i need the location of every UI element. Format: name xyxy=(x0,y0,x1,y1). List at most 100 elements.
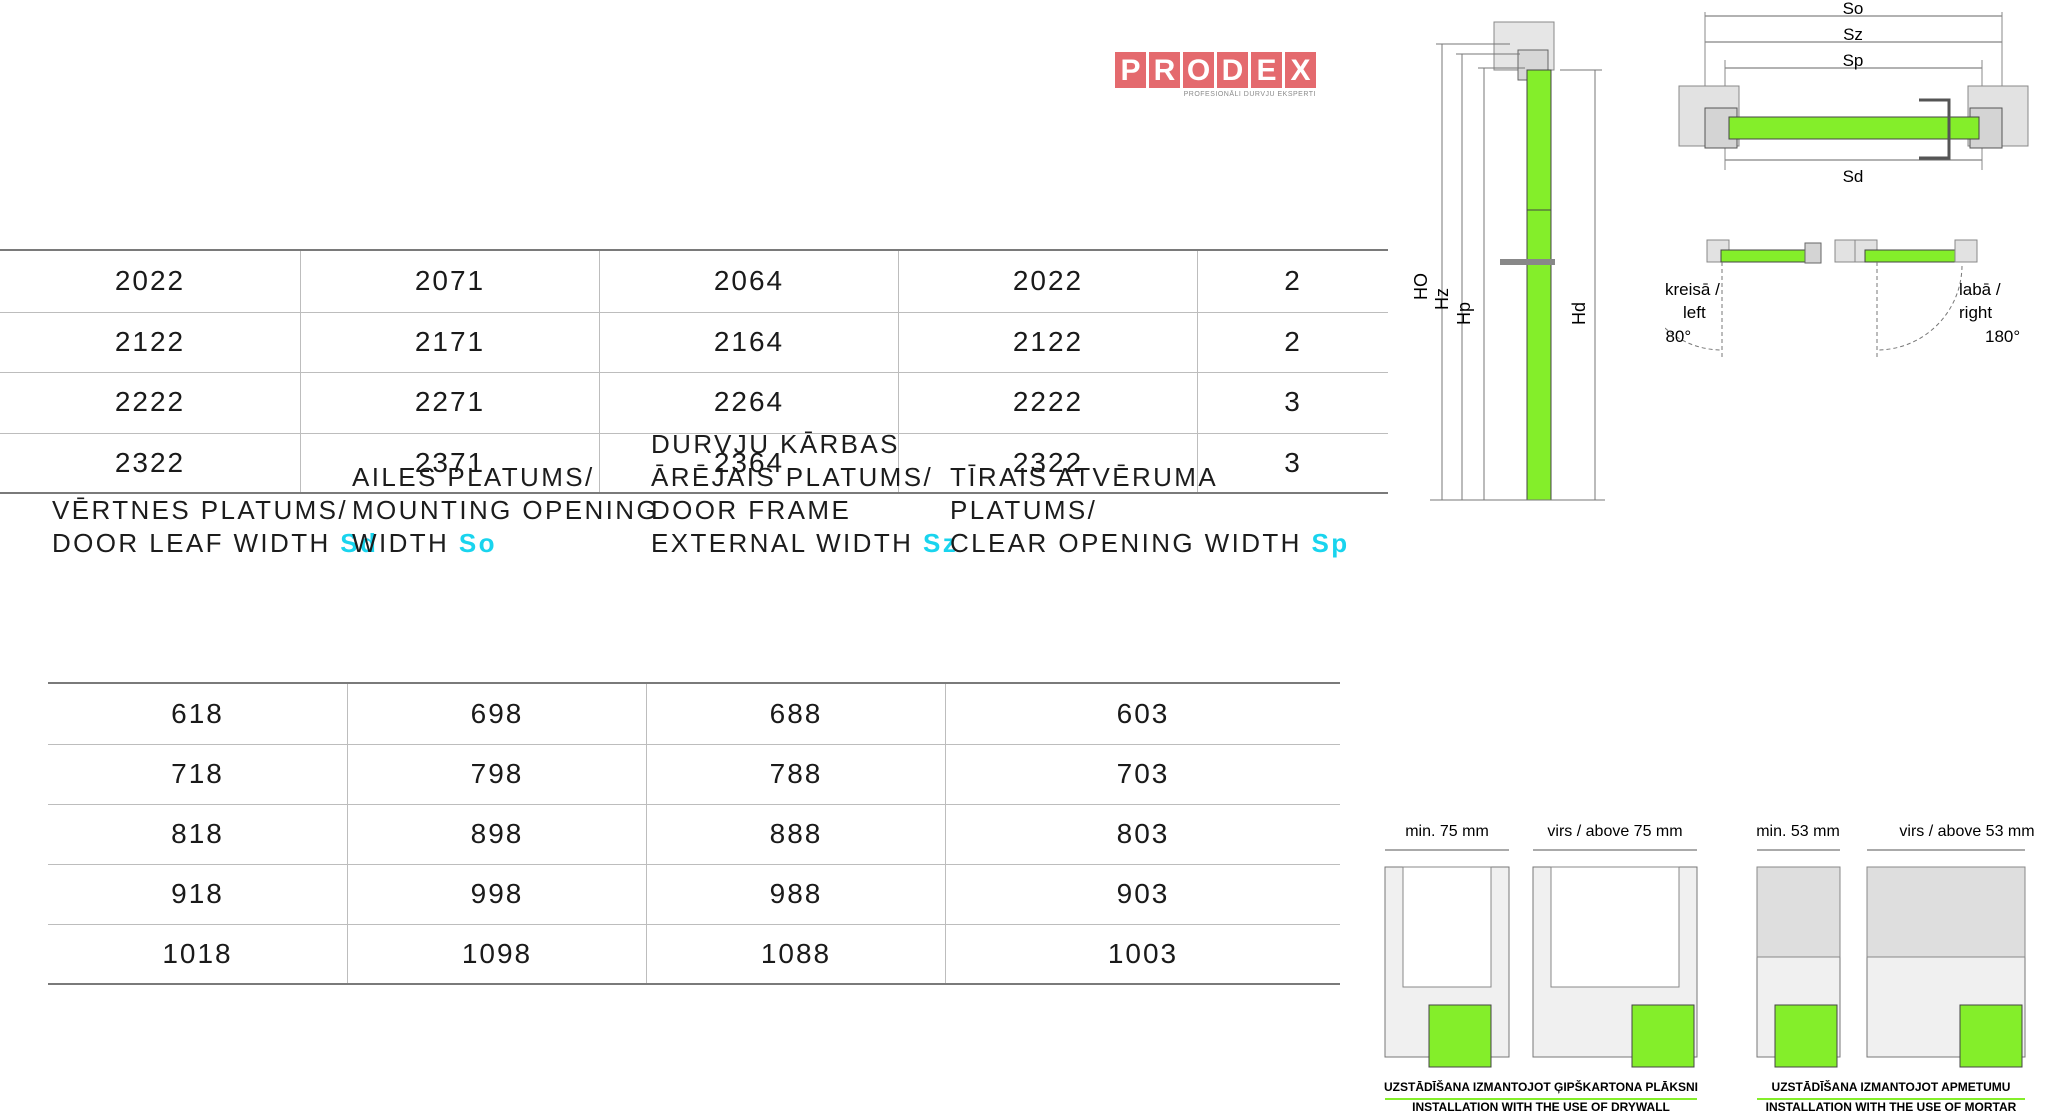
label-so: So xyxy=(1843,0,1864,18)
logo-letter: X xyxy=(1285,52,1316,88)
label-ho: HO xyxy=(1411,273,1431,300)
width-table-cell: 1088 xyxy=(646,924,945,984)
width-table-row: 1018 1098 1088 1003 xyxy=(48,924,1340,985)
logo-letter: P xyxy=(1115,52,1146,88)
width-table-header-rule xyxy=(48,682,1340,684)
width-table-cell: 798 xyxy=(347,744,646,804)
width-table-header-3: TĪRAIS ATVĒRUMA PLATUMS/ CLEAR OPENING W… xyxy=(950,461,1360,560)
label-sz: Sz xyxy=(1843,25,1863,44)
door-leaf-upper xyxy=(1526,69,1552,211)
height-table-cell: 2 xyxy=(1197,311,1388,372)
drywall-caption-en: INSTALLATION WITH THE USE OF DRYWALL xyxy=(1412,1100,1670,1114)
width-table-header-text: VĒRTNES PLATUMS/ DOOR LEAF WIDTH xyxy=(52,495,349,558)
width-table-cell: 618 xyxy=(171,698,224,729)
width-table-cell: 998 xyxy=(347,864,646,924)
installation-details: min. 75 mm virs / above 75 mm UZSTĀDĪŠAN… xyxy=(1384,823,2035,1114)
width-table-cell: 898 xyxy=(347,804,646,864)
width-table: VĒRTNES PLATUMS/ DOOR LEAF WIDTH Sd AILES… xyxy=(48,428,1360,985)
height-table-row: 2122 2171 2164 2122 2 xyxy=(0,311,1388,373)
height-table-header-rule xyxy=(0,249,1388,251)
width-table-row: 918 998 988 903 xyxy=(48,864,1340,925)
width-table-cell: 703 xyxy=(945,744,1340,804)
width-table-row: 618 698 688 603 xyxy=(48,684,1340,745)
width-table-row: 818 898 888 803 xyxy=(48,804,1340,865)
height-table-cell: 2122 xyxy=(898,311,1197,372)
logo-letter: D xyxy=(1217,52,1248,88)
swing-left-label-2: left xyxy=(1683,303,1706,322)
label-hz: Hz xyxy=(1432,288,1452,310)
height-table-cell: 3 xyxy=(1197,372,1388,433)
width-table-header-0: VĒRTNES PLATUMS/ DOOR LEAF WIDTH Sd xyxy=(52,494,378,560)
width-table-cell: 603 xyxy=(945,684,1340,744)
logo-tagline: PROFESIONĀLI DURVJU EKSPERTI xyxy=(1183,91,1316,98)
height-table: VĒRTNES AUGSTUMS/ DOOR LEAF HEIGHT HdAIL… xyxy=(0,0,1390,500)
width-table-cell: 918 xyxy=(171,878,224,909)
width-table-bottom-rule xyxy=(48,983,1340,985)
mortar-above-label: virs / above 53 mm xyxy=(1899,823,2034,840)
height-table-cell: 2222 xyxy=(114,386,186,417)
height-table-cell: 2364 xyxy=(599,432,898,493)
height-table-cell: 2264 xyxy=(599,372,898,433)
width-table-cell: 988 xyxy=(646,864,945,924)
height-table-cell: 2022 xyxy=(898,251,1197,312)
mortar-caption-en: INSTALLATION WITH THE USE OF MORTAR xyxy=(1766,1100,2017,1114)
width-table-cell: 788 xyxy=(646,744,945,804)
height-table-row: 2222 2271 2264 2222 3 xyxy=(0,372,1388,434)
height-table-row: 2022 2071 2064 2022 2 xyxy=(0,251,1388,313)
door-leaf-lower xyxy=(1526,209,1552,501)
label-sp: Sp xyxy=(1843,51,1864,70)
height-table-cell: 3 xyxy=(1197,432,1388,493)
width-table-header-code: So xyxy=(458,528,497,558)
logo-letter: O xyxy=(1183,52,1214,88)
width-table-cell: 688 xyxy=(646,684,945,744)
height-table-cell: 2122 xyxy=(114,325,186,357)
height-table-bottom-rule xyxy=(0,492,1388,494)
width-table-cell: 888 xyxy=(646,804,945,864)
swing-left-label-1: kreisā / xyxy=(1665,280,1720,299)
drywall-above-label: virs / above 75 mm xyxy=(1547,823,1682,840)
width-table-cell: 718 xyxy=(171,758,224,789)
plan-section-drawing: So Sz Sp Sd kreisā / left 180° labā / ri… xyxy=(1665,0,2029,358)
width-table-header-1: AILES PLATUMS/ MOUNTING OPENING WIDTH So xyxy=(352,461,659,560)
width-table-cell: 698 xyxy=(347,684,646,744)
width-table-header-text: AILES PLATUMS/ MOUNTING OPENING WIDTH xyxy=(352,462,660,558)
height-table-cell: 2171 xyxy=(300,311,599,372)
mortar-min-label: min. 53 mm xyxy=(1756,823,1840,840)
width-table-header-code: Sz xyxy=(922,528,959,558)
logo-letter: R xyxy=(1149,52,1180,88)
swing-right-label-1: labā / xyxy=(1959,280,2001,299)
width-table-cell: 803 xyxy=(945,804,1340,864)
side-section-drawing: HO Hz Hp Hd xyxy=(1411,21,1605,501)
height-table-cell: 2164 xyxy=(599,311,898,372)
logo-letter: E xyxy=(1251,52,1282,88)
height-table-cell: 2222 xyxy=(898,372,1197,433)
height-table-cell: 2071 xyxy=(300,251,599,312)
width-table-cell: 903 xyxy=(945,864,1340,924)
drywall-caption-lv: UZSTĀDĪŠANA IZMANTOJOT ĢIPŠKARTONA PLĀKS… xyxy=(1384,1079,1698,1094)
height-table-cell: 2322 xyxy=(898,432,1197,493)
width-table-cell: 1018 xyxy=(162,938,233,969)
label-hp: Hp xyxy=(1454,302,1474,325)
height-table-cell: 2322 xyxy=(114,446,186,478)
swing-right-label-2: right xyxy=(1959,303,1992,322)
height-table-cell: 2022 xyxy=(114,265,186,296)
label-sd: Sd xyxy=(1843,167,1864,186)
label-hd: Hd xyxy=(1569,302,1589,325)
width-table-cell: 818 xyxy=(171,818,224,849)
width-table-header-code: Sp xyxy=(1311,528,1350,558)
plan-door-leaf xyxy=(1728,116,1980,140)
height-table-cell: 2 xyxy=(1197,251,1388,312)
width-table-row: 718 798 788 703 xyxy=(48,744,1340,805)
width-table-header-code: Sd xyxy=(340,528,379,558)
swing-left-angle: 180° xyxy=(1665,327,1691,346)
width-table-header-text: DURVJU KĀRBAS ĀRĒJAIS PLATUMS/ DOOR FRAM… xyxy=(651,429,934,558)
width-table-header-text: TĪRAIS ATVĒRUMA PLATUMS/ CLEAR OPENING W… xyxy=(950,462,1302,558)
swing-right-angle: 180° xyxy=(1985,327,2020,346)
width-table-header-2: DURVJU KĀRBAS ĀRĒJAIS PLATUMS/ DOOR FRAM… xyxy=(651,428,958,560)
height-table-cell: 2064 xyxy=(599,251,898,312)
width-table-cell: 1098 xyxy=(347,924,646,984)
width-table-cell: 1003 xyxy=(945,924,1340,984)
height-table-cell: 2271 xyxy=(300,372,599,433)
